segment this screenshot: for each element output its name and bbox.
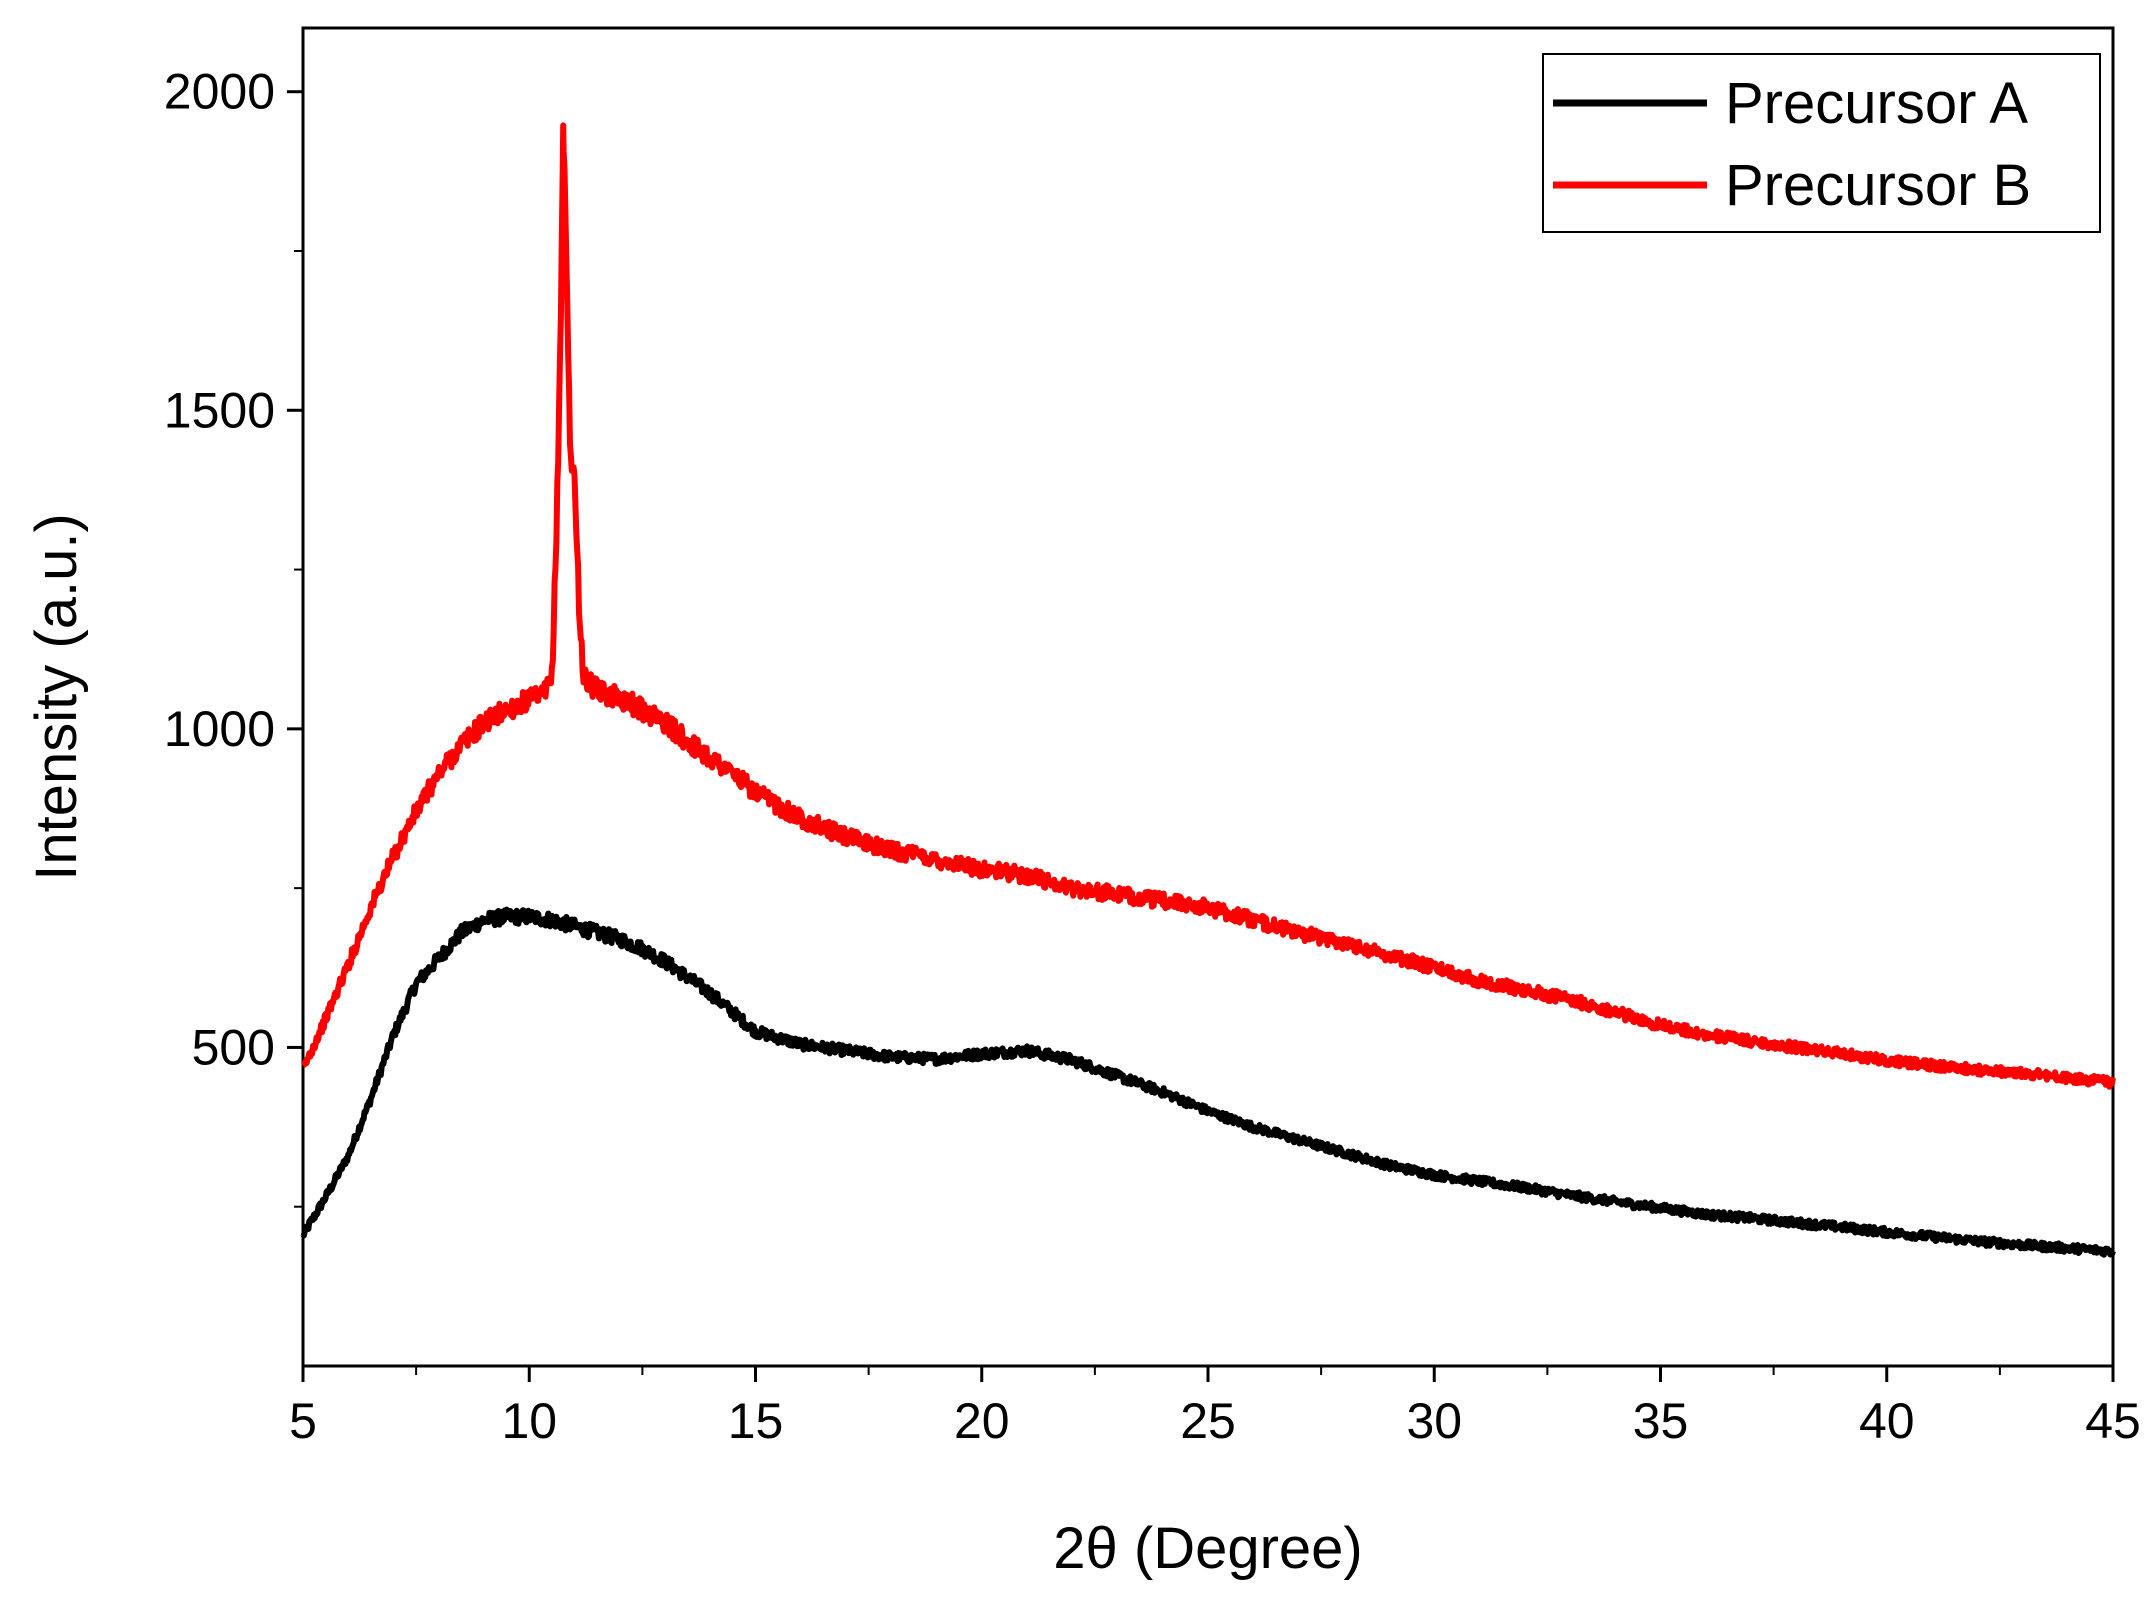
legend: Precursor A Precursor B bbox=[1542, 53, 2101, 233]
y-tick-label: 1000 bbox=[164, 701, 275, 757]
x-axis: 5 10 15 20 25 30 35 40 45 bbox=[289, 1366, 2141, 1449]
series-layer bbox=[300, 122, 2116, 1258]
x-tick-label: 30 bbox=[1406, 1393, 1462, 1449]
x-tick-label: 45 bbox=[2085, 1393, 2141, 1449]
y-axis-label: Intensity (a.u.) bbox=[24, 513, 89, 880]
x-axis-label: 2θ (Degree) bbox=[1053, 1516, 1362, 1581]
x-tick-label: 35 bbox=[1633, 1393, 1689, 1449]
y-tick-label: 2000 bbox=[164, 64, 275, 120]
series-line-precursor-a bbox=[300, 906, 2116, 1258]
x-tick-label: 15 bbox=[728, 1393, 784, 1449]
legend-label-precursor-a: Precursor A bbox=[1725, 71, 2028, 136]
y-tick-label: 500 bbox=[192, 1019, 275, 1075]
x-tick-label: 20 bbox=[954, 1393, 1010, 1449]
series-line-precursor-b bbox=[300, 122, 2116, 1090]
x-tick-label: 25 bbox=[1180, 1393, 1236, 1449]
y-tick-label: 1500 bbox=[164, 382, 275, 438]
legend-label-precursor-b: Precursor B bbox=[1725, 153, 2031, 218]
x-tick-label: 40 bbox=[1859, 1393, 1915, 1449]
legend-box bbox=[1542, 53, 2101, 233]
x-tick-label: 5 bbox=[289, 1393, 317, 1449]
x-tick-label: 10 bbox=[501, 1393, 557, 1449]
y-axis: 500 1000 1500 2000 bbox=[164, 64, 303, 1208]
